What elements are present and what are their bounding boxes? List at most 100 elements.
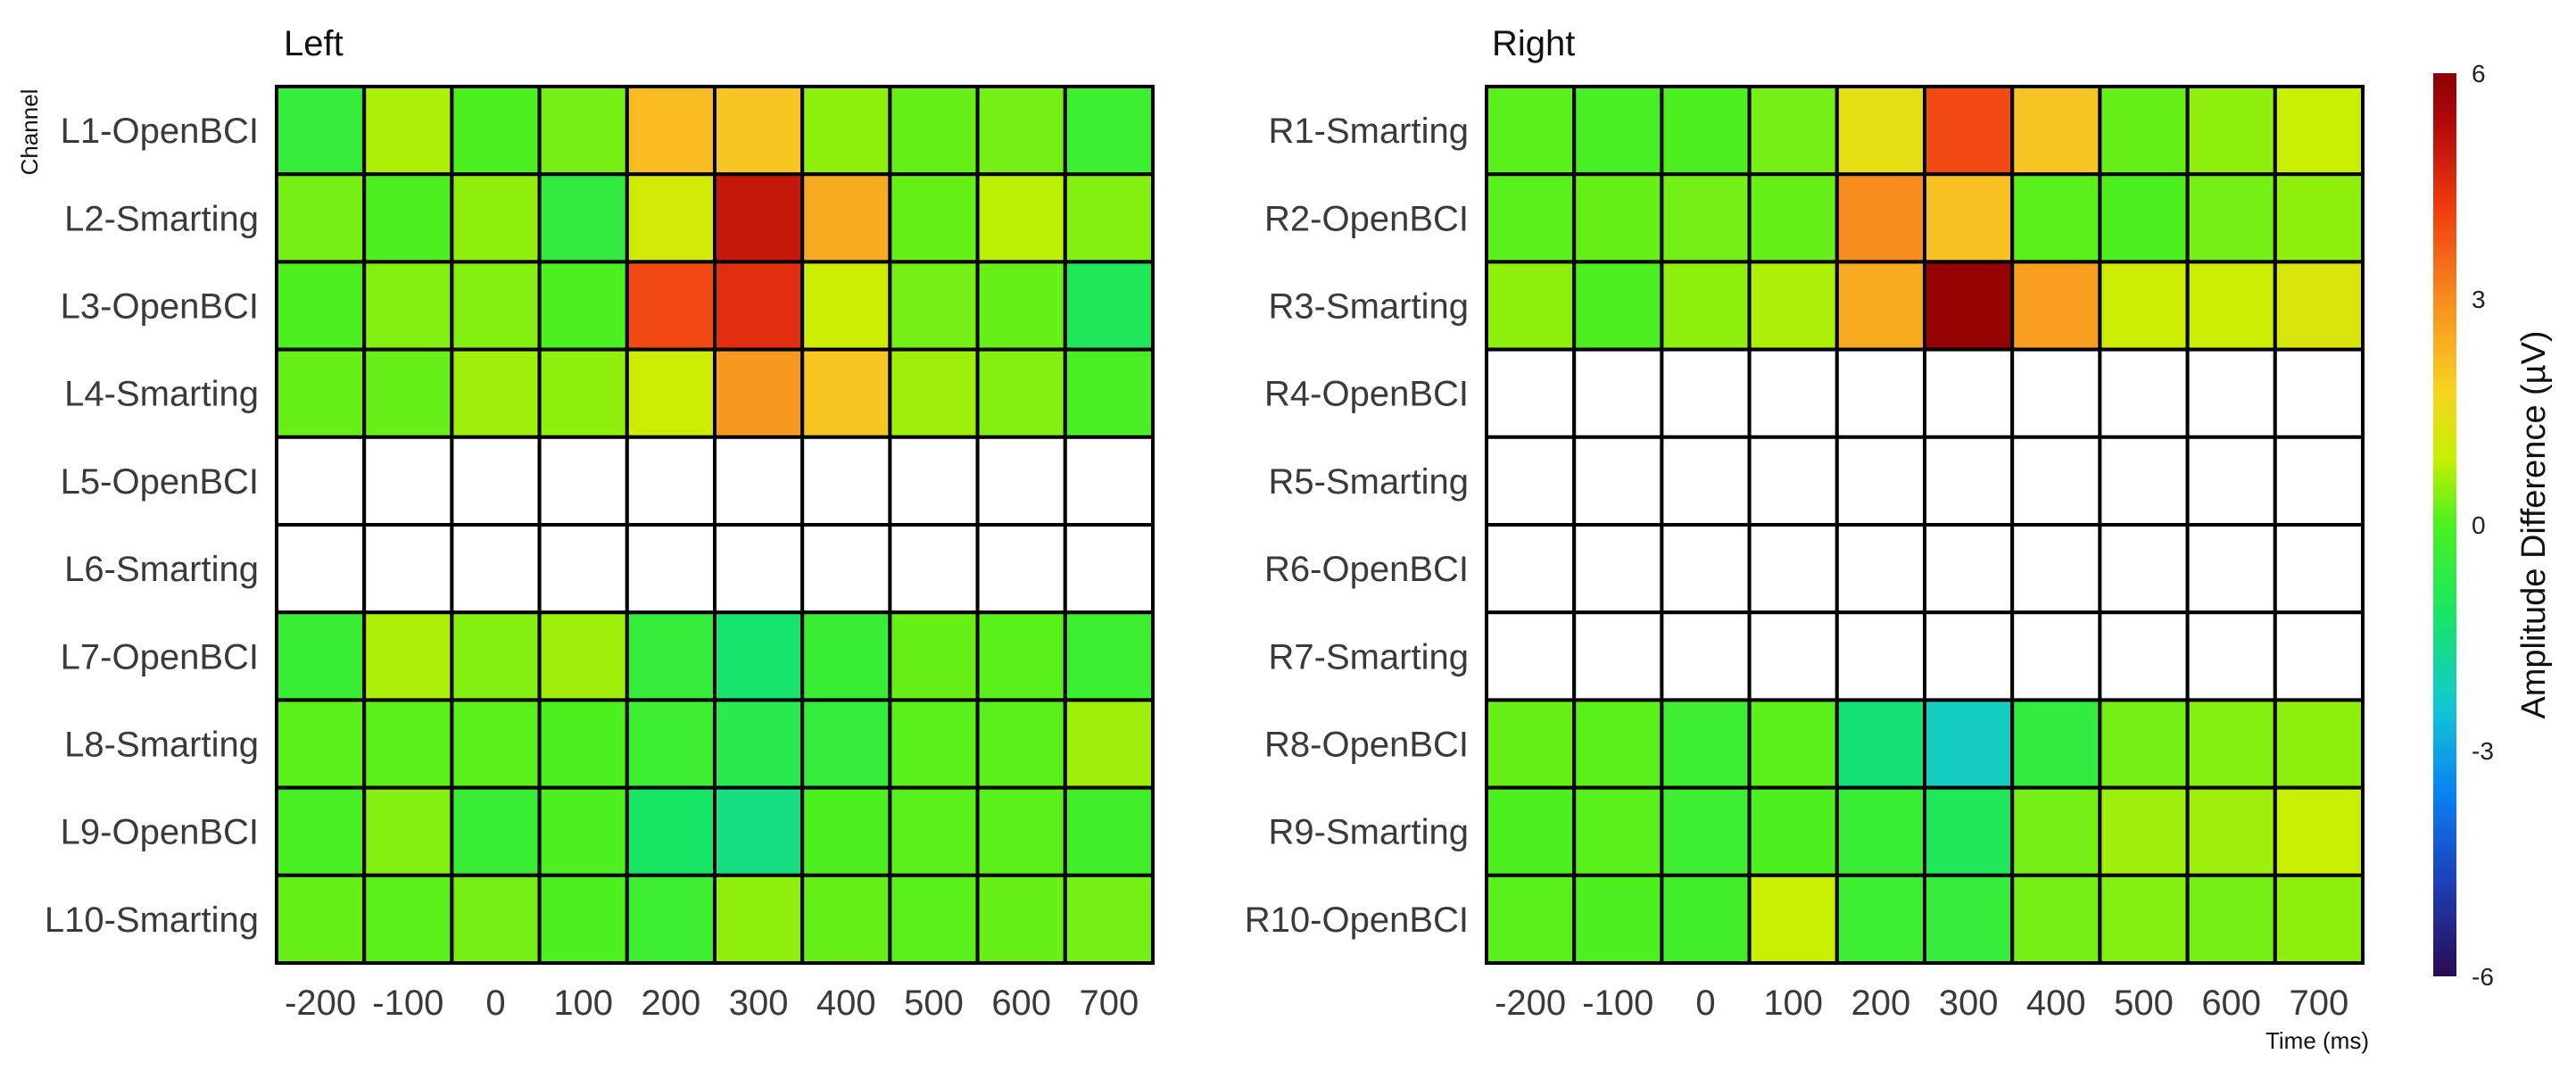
heatmap-cell [450,260,542,352]
row-label: R6-OpenBCI [1264,550,1469,589]
heatmap-cell [1923,873,2015,965]
x-tick-label: 700 [2290,984,2349,1023]
row-label: L7-OpenBCI [61,637,259,676]
heatmap-cell [713,873,805,965]
heatmap-cell [800,172,892,264]
heatmap-cell [1660,347,1752,439]
row-label: R7-Smarting [1268,637,1469,676]
heatmap-cell [1835,435,1927,527]
x-tick-label: 300 [1939,984,1999,1023]
heatmap-cell [1572,873,1664,965]
x-tick-label: 400 [816,984,876,1023]
heatmap-cell [713,172,805,264]
heatmap-cell [2273,698,2365,790]
heatmap-cell [362,435,454,527]
heatmap-cell [1063,172,1155,264]
heatmap-cell [1485,785,1577,877]
heatmap-cell [975,523,1067,615]
heatmap-cell [2098,873,2190,965]
heatmap-cell [275,785,367,877]
heatmap-cell [2185,610,2277,702]
heatmap-cell [1572,347,1664,439]
heatmap-cell [275,523,367,615]
heatmap-cell [2010,698,2102,790]
x-tick-label: 100 [553,984,613,1023]
heatmap-cell [1485,873,1577,965]
heatmap-cell [1660,523,1752,615]
heatmap-cell [800,873,892,965]
heatmap-cell [1063,523,1155,615]
heatmap-cell [2185,785,2277,877]
heatmap-cell [1835,172,1927,264]
heatmap-cell [362,85,454,177]
heatmap-cell [1835,785,1927,877]
x-tick-label: 0 [485,984,505,1023]
heatmap-cell [2098,260,2190,352]
heatmap-cell [1923,85,2015,177]
heatmap-cell [275,172,367,264]
heatmap-cell [888,260,980,352]
colorbar-tick-label: 6 [2472,60,2486,87]
row-label: R8-OpenBCI [1264,726,1469,765]
heatmap-cell [537,172,629,264]
heatmap-cell [2010,260,2102,352]
heatmap-cell [1747,347,1839,439]
x-tick-label: 100 [1763,984,1823,1023]
x-tick-label: 0 [1695,984,1715,1023]
heatmap-cell [713,85,805,177]
heatmap-cell [800,698,892,790]
heatmap-cell [975,785,1067,877]
heatmap-cell [2010,610,2102,702]
heatmap-cell [1063,785,1155,877]
colorbar-tick-label: 0 [2472,511,2486,539]
heatmap-cell [1063,435,1155,527]
heatmap-cell [975,260,1067,352]
heatmap-cell [2185,347,2277,439]
heatmap-cell [450,347,542,439]
heatmap-cell [537,873,629,965]
row-label: L10-Smarting [45,901,259,940]
x-tick-label: -100 [372,984,443,1023]
heatmap-cell [888,172,980,264]
heatmap-cell [975,172,1067,264]
heatmap-cell [1572,698,1664,790]
heatmap-cell [975,347,1067,439]
colorbar-gradient [2433,73,2456,976]
heatmap-cell [1835,698,1927,790]
heatmap-cell [1835,347,1927,439]
heatmap-cell [1923,698,2015,790]
x-tick-label: 200 [642,984,701,1023]
heatmap-cell [1572,172,1664,264]
heatmap-cell [975,610,1067,702]
heatmap-cell [1572,785,1664,877]
heatmap-cell [2010,85,2102,177]
right-panel-title: Right [1492,24,1575,63]
x-tick-label: 500 [904,984,964,1023]
heatmap-cell [1660,172,1752,264]
x-tick-label: 500 [2114,984,2174,1023]
heatmap-cell [1923,610,2015,702]
heatmap-cell [1747,435,1839,527]
heatmap-cell [625,523,716,615]
heatmap-cell [2010,873,2102,965]
heatmap-cell [888,698,980,790]
heatmap-cell [537,523,629,615]
heatmap-cell [2010,172,2102,264]
heatmap-cell [1923,260,2015,352]
row-label: R5-Smarting [1268,462,1469,502]
heatmap-cell [1485,523,1577,615]
heatmap-cell [1485,172,1577,264]
row-label: L3-OpenBCI [61,287,259,327]
heatmap-cell [1660,698,1752,790]
heatmap-cell [2185,523,2277,615]
heatmap-cell [1835,85,1927,177]
heatmap-cell [2098,347,2190,439]
x-tick-label: 400 [2026,984,2086,1023]
heatmap-cell [2273,435,2365,527]
heatmap-cell [1747,873,1839,965]
heatmap-cell [450,873,542,965]
heatmap-cell [2098,698,2190,790]
heatmap-cell [2273,85,2365,177]
heatmap-cell [975,435,1067,527]
heatmap-cell [625,85,716,177]
